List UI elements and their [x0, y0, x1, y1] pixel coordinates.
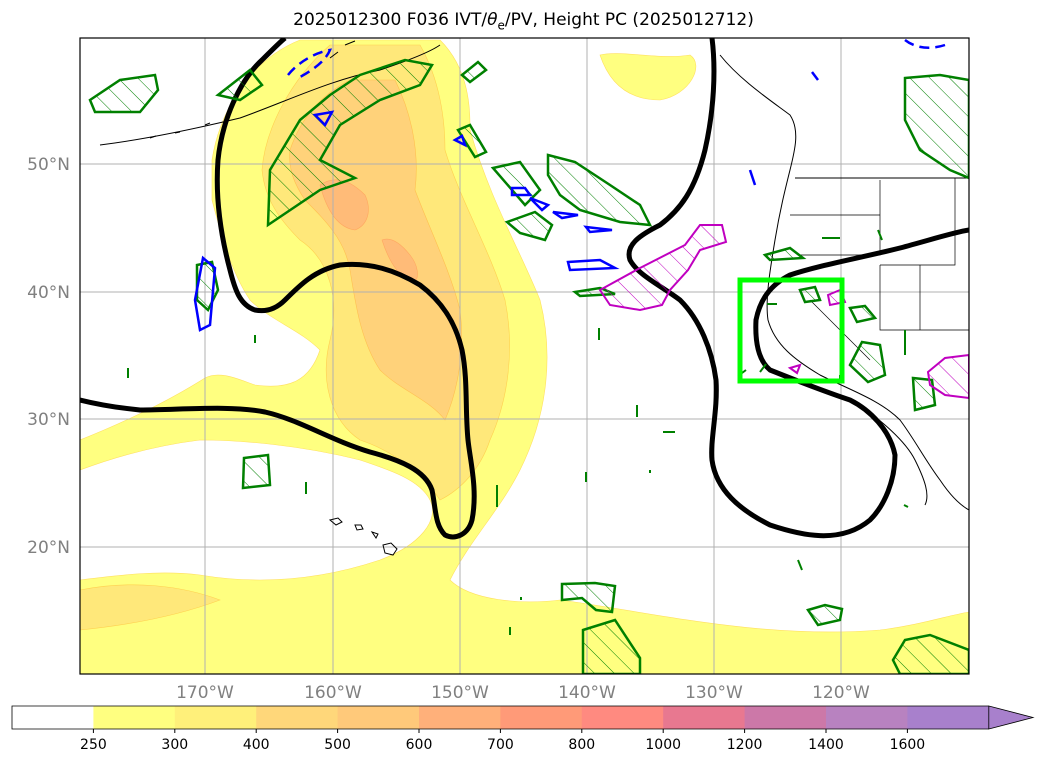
pv-contour [241, 453, 272, 490]
pv-negative-contour [566, 258, 620, 272]
height-contour-east [626, 38, 969, 539]
pv-negative-contours [193, 38, 946, 332]
theta-e-contour [926, 353, 969, 400]
lon-label: 160°W [304, 683, 362, 703]
map-panel [80, 38, 969, 674]
pv-contour [581, 618, 642, 674]
pv-contour [798, 285, 822, 304]
colorbar-segment [12, 706, 94, 729]
pv-contour [762, 246, 807, 262]
pv-contour [546, 153, 653, 227]
pv-negative-contour [583, 225, 613, 234]
height-percentile-contours [80, 38, 969, 540]
hawaii-islands [328, 517, 398, 556]
lon-label: 130°W [685, 683, 743, 703]
colorbar-tick-label: 400 [243, 737, 270, 753]
colorbar-tick-label: 250 [80, 737, 107, 753]
colorbar-segment [337, 706, 420, 729]
pv-contour [88, 73, 160, 114]
pv-negative-contour [452, 134, 468, 148]
colorbar-segment [174, 706, 257, 729]
ivt-250-east-pocket [599, 53, 697, 101]
pv-contour [903, 73, 969, 180]
lat-label: 30°N [27, 410, 70, 430]
ivt-500-region-2 [381, 238, 418, 283]
alaska-islands [149, 40, 356, 139]
ivt-250-south-band [80, 584, 221, 631]
pv-contour [504, 210, 554, 242]
lat-label: 20°N [27, 538, 70, 558]
pv-negative-contour [552, 210, 579, 220]
pv-contour [911, 376, 937, 412]
theta-e-contour [787, 363, 802, 375]
colorbar-tick-label: 600 [406, 737, 433, 753]
colorbar-tick-label: 1400 [808, 737, 844, 753]
colorbar-tick-label: 300 [161, 737, 188, 753]
longitude-labels: 170°W 160°W 150°W 140°W 130°W 120°W [176, 683, 870, 703]
colorbar-tick-label: 500 [324, 737, 351, 753]
colorbar-segment [581, 706, 664, 729]
colorbar-segment [826, 706, 908, 729]
pv-negative-contour [193, 255, 217, 332]
lat-label: 50°N [27, 155, 70, 175]
colorbar-segment [907, 706, 990, 729]
lon-label: 170°W [176, 683, 234, 703]
colorbar-segment [744, 706, 827, 729]
colorbar-segment [500, 706, 583, 729]
pv-contour [456, 123, 488, 159]
colorbar: 250 300 400 500 600 700 800 1000 1200 1400 1600 [11, 705, 1035, 753]
pv-positive-contours [88, 58, 969, 674]
pv-negative-contour [529, 196, 551, 212]
pv-contour [891, 633, 969, 674]
pv-negative-contour [287, 48, 333, 80]
pv-contour [266, 58, 434, 228]
latitude-labels: 50°N 40°N 30°N 20°N [27, 155, 70, 558]
colorbar-tick-label: 700 [487, 737, 514, 753]
pv-negative-contour [510, 186, 533, 197]
pv-contour [215, 68, 264, 102]
pv-contour [460, 60, 488, 84]
colorbar-segment [663, 706, 746, 729]
lon-label: 150°W [431, 683, 489, 703]
chart-title: 2025012300 F036 IVT/θe/PV, Height PC (20… [293, 10, 754, 33]
north-america-coastline [719, 54, 969, 511]
colorbar-tick-label: 1600 [890, 737, 926, 753]
colorbar-tick-label: 800 [568, 737, 595, 753]
pv-contour [848, 304, 878, 324]
map-frame [79, 37, 970, 675]
pv-negative-contour [904, 38, 946, 49]
gridlines [80, 38, 969, 674]
colorbar-segment [256, 706, 339, 729]
pv-contour [560, 581, 617, 614]
lon-label: 120°W [812, 683, 870, 703]
pv-negative-contour [312, 110, 335, 128]
pv-negative-contour [748, 71, 819, 186]
theta-e-contour [598, 224, 728, 312]
colorbar-segment [419, 706, 501, 729]
colorbar-extend-arrow [988, 705, 1035, 730]
colorbar-segment [93, 706, 176, 729]
lon-label: 140°W [558, 683, 616, 703]
pv-contour [806, 603, 844, 627]
height-contour-west [80, 38, 477, 540]
target-region-box [737, 277, 845, 384]
lat-label: 40°N [27, 283, 70, 303]
colorbar-tick-label: 1200 [727, 737, 763, 753]
colorbar-tick-label: 1000 [645, 737, 681, 753]
pv-contour [848, 340, 887, 384]
